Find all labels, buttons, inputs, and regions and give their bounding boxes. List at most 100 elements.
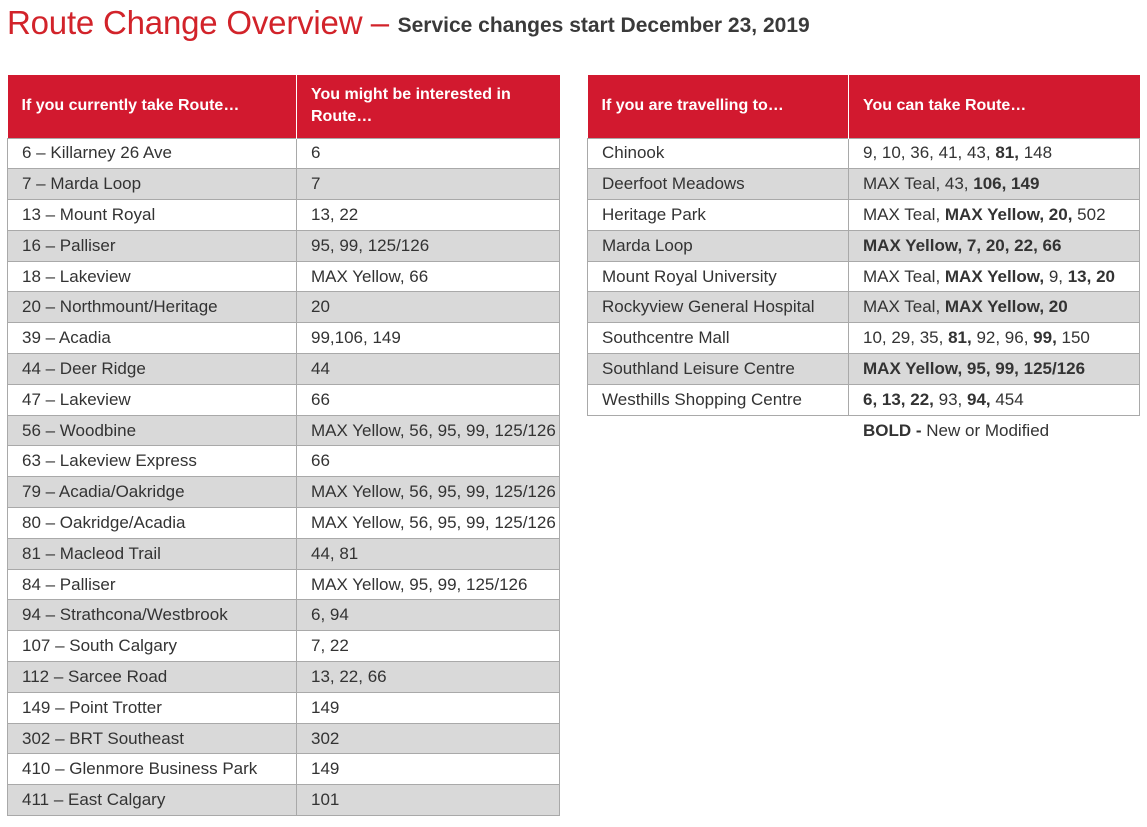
table-row: 56 – Woodbine MAX Yellow, 56, 95, 99, 125… [7, 414, 560, 447]
route-options-cell: 9, 10, 36, 41, 43, 81, 148 [848, 137, 1140, 170]
current-route-cell: 302 – BRT Southeast [7, 722, 297, 755]
current-route-cell: 149 – Point Trotter [7, 691, 297, 724]
route-new-or-modified: 99, [1033, 328, 1057, 348]
route-new-or-modified: 81, [995, 143, 1019, 163]
title-separator: – [370, 4, 390, 41]
route-options-cell: MAX Teal, MAX Yellow, 20, 502 [848, 199, 1140, 231]
table-row: Heritage Park MAX Teal, MAX Yellow, 20, 5… [587, 199, 1140, 231]
table-row: Westhills Shopping Centre 6, 13, 22, 93, … [587, 383, 1140, 416]
table-row: 302 – BRT Southeast 302 [7, 722, 560, 755]
table-row: 80 – Oakridge/Acadia MAX Yellow, 56, 95, … [7, 507, 560, 539]
table-row: 107 – South Calgary 7, 22 [7, 630, 560, 663]
suggested-route-cell: 6 [296, 137, 560, 170]
destination-cell: Southland Leisure Centre [587, 353, 849, 385]
current-route-table: If you currently take Route… You might b… [7, 75, 560, 817]
header-interested-route: You might be interested in Route… [296, 75, 560, 138]
route-new-or-modified: MAX Yellow, [944, 266, 1045, 286]
route-text: MAX Teal, 43, [863, 174, 974, 194]
route-new-or-modified: 106, 149 [973, 174, 1040, 194]
table-row: 13 – Mount Royal 13, 22 [7, 199, 560, 231]
suggested-route-cell: 149 [296, 691, 560, 724]
destination-cell: Marda Loop [587, 229, 849, 262]
destination-cell: Rockyview General Hospital [587, 291, 849, 324]
route-text: 502 [1072, 204, 1106, 224]
table-row: 94 – Strathcona/Westbrook 6, 94 [7, 599, 560, 632]
current-route-cell: 39 – Acadia [7, 322, 297, 355]
table-row: 39 – Acadia 99,106, 149 [7, 322, 560, 355]
current-route-cell: 6 – Killarney 26 Ave [7, 137, 297, 170]
table-row: 47 – Lakeview 66 [7, 383, 560, 416]
route-options-cell: MAX Teal, MAX Yellow, 9, 13, 20 [848, 260, 1140, 293]
route-text: MAX Teal, [863, 204, 945, 224]
suggested-route-cell: 149 [296, 753, 560, 786]
route-new-or-modified: MAX Yellow, 95, 99, 125/126 [863, 358, 1086, 378]
table-row: Mount Royal University MAX Teal, MAX Yell… [587, 260, 1140, 293]
current-route-cell: 56 – Woodbine [7, 414, 297, 447]
table-row: 79 – Acadia/Oakridge MAX Yellow, 56, 95, … [7, 476, 560, 509]
table-row: 18 – Lakeview MAX Yellow, 66 [7, 260, 560, 293]
table-row: Rockyview General Hospital MAX Teal, MAX … [587, 291, 1140, 324]
current-route-cell: 411 – East Calgary [7, 784, 297, 817]
route-text: 10, 29, 35, [863, 328, 949, 348]
legend-text: New or Modified [921, 421, 1050, 440]
route-text: MAX Teal, [863, 297, 945, 317]
current-route-cell: 7 – Marda Loop [7, 168, 297, 201]
current-route-cell: 47 – Lakeview [7, 383, 297, 416]
current-route-cell: 112 – Sarcee Road [7, 661, 297, 693]
route-options-cell: 10, 29, 35, 81, 92, 96, 99, 150 [848, 322, 1140, 355]
current-route-cell: 20 – Northmount/Heritage [7, 291, 297, 324]
table-row: 6 – Killarney 26 Ave 6 [7, 137, 560, 170]
current-route-cell: 79 – Acadia/Oakridge [7, 476, 297, 509]
suggested-route-cell: 95, 99, 125/126 [296, 229, 560, 262]
table-row: 81 – Macleod Trail 44, 81 [7, 537, 560, 570]
current-route-cell: 44 – Deer Ridge [7, 353, 297, 385]
route-new-or-modified: MAX Yellow, 20, [944, 204, 1073, 224]
suggested-route-cell: MAX Yellow, 56, 95, 99, 125/126 [296, 414, 560, 447]
route-new-or-modified: 13, 20 [1067, 266, 1115, 286]
table-row: 411 – East Calgary 101 [7, 784, 560, 817]
suggested-route-cell: 44 [296, 353, 560, 385]
destination-cell: Deerfoot Meadows [587, 168, 849, 201]
table-row: Southland Leisure Centre MAX Yellow, 95, … [587, 353, 1140, 385]
current-route-cell: 410 – Glenmore Business Park [7, 753, 297, 786]
route-text: MAX Teal, [863, 266, 945, 286]
route-new-or-modified: 94, [966, 389, 991, 409]
table-row: 112 – Sarcee Road 13, 22, 66 [7, 661, 560, 693]
table-row: 16 – Palliser 95, 99, 125/126 [7, 229, 560, 262]
table-row: 149 – Point Trotter 149 [7, 691, 560, 724]
table-row: 410 – Glenmore Business Park 149 [7, 753, 560, 786]
table-row: Chinook 9, 10, 36, 41, 43, 81, 148 [587, 137, 1140, 170]
route-options-cell: MAX Teal, 43, 106, 149 [848, 168, 1140, 201]
destination-cell: Westhills Shopping Centre [587, 383, 849, 416]
suggested-route-cell: MAX Yellow, 56, 95, 99, 125/126 [296, 476, 560, 509]
route-text: 92, 96, [971, 328, 1034, 348]
current-route-cell: 16 – Palliser [7, 229, 297, 262]
destination-cell: Mount Royal University [587, 260, 849, 293]
table-row: 63 – Lakeview Express 66 [7, 445, 560, 478]
route-text: 148 [1018, 143, 1053, 163]
current-route-cell: 80 – Oakridge/Acadia [7, 507, 297, 539]
table-header-row: If you are travelling to… You can take R… [587, 75, 1140, 138]
suggested-route-cell: MAX Yellow, 56, 95, 99, 125/126 [296, 507, 560, 539]
header-destination: If you are travelling to… [587, 75, 849, 138]
current-route-cell: 13 – Mount Royal [7, 199, 297, 231]
destination-cell: Heritage Park [587, 199, 849, 231]
suggested-route-cell: 13, 22, 66 [296, 661, 560, 693]
route-text: 454 [990, 389, 1024, 409]
suggested-route-cell: 7, 22 [296, 630, 560, 663]
page-title: Route Change Overview [7, 4, 363, 41]
route-options-cell: MAX Yellow, 95, 99, 125/126 [848, 353, 1140, 385]
route-text: 9, [1044, 266, 1068, 286]
route-text: 9, 10, 36, 41, 43, [863, 143, 996, 163]
destination-table: If you are travelling to… You can take R… [587, 75, 1140, 416]
suggested-route-cell: 20 [296, 291, 560, 324]
current-route-cell: 18 – Lakeview [7, 260, 297, 293]
table-row: 7 – Marda Loop 7 [7, 168, 560, 201]
table-row: Southcentre Mall 10, 29, 35, 81, 92, 96, … [587, 322, 1140, 355]
table-row: 20 – Northmount/Heritage 20 [7, 291, 560, 324]
route-text: 150 [1056, 328, 1090, 348]
table-row: Marda Loop MAX Yellow, 7, 20, 22, 66 [587, 229, 1140, 262]
current-route-cell: 84 – Palliser [7, 568, 297, 601]
destination-cell: Chinook [587, 137, 849, 170]
page-subtitle: Service changes start December 23, 2019 [397, 14, 810, 37]
